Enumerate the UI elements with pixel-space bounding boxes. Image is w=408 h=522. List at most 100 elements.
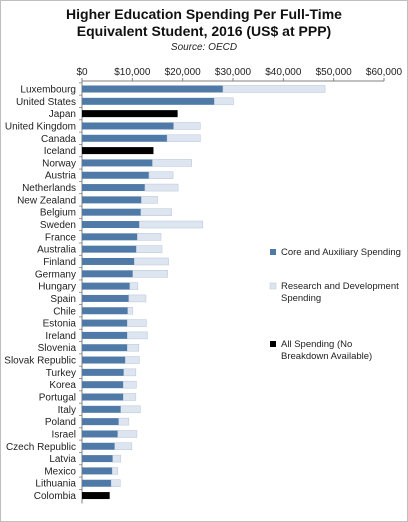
legend-swatch (269, 282, 277, 290)
category-label: Estonia (43, 319, 77, 330)
bar-segment (82, 257, 135, 265)
bar-segment (82, 331, 128, 339)
bar-segment (82, 184, 145, 192)
bar-segment (123, 368, 137, 377)
category-label: Spain (50, 294, 76, 305)
bar-segment (120, 405, 141, 414)
x-tick-label: $40,000 (265, 67, 302, 78)
bar-segment (82, 381, 124, 389)
bar-segment (82, 171, 149, 179)
category-label: Canada (41, 134, 76, 145)
bar-segment (128, 294, 147, 303)
chart-subtitle: Source: OECD (170, 42, 238, 53)
category-label: France (45, 232, 77, 243)
bar-segment (82, 393, 124, 401)
category-label: New Zealand (17, 195, 76, 206)
bar-segment (112, 454, 122, 463)
bar-segment (82, 319, 128, 327)
category-label: Norway (42, 158, 76, 169)
bar-segment (141, 196, 158, 204)
bar-segment (82, 405, 121, 413)
bar-segment (118, 417, 130, 426)
bar-segment (123, 380, 137, 389)
bar-segment (134, 257, 169, 266)
bar-segment (82, 159, 153, 167)
bar-segment (82, 97, 215, 105)
category-label: Finland (43, 257, 76, 268)
category-label: Ireland (45, 331, 76, 342)
category-label: United States (16, 97, 76, 108)
legend-label: Core and Auxiliary Spending (281, 247, 401, 258)
bar-segment (82, 233, 138, 241)
bar-segment (82, 479, 112, 487)
x-tick-label: $50,000 (316, 67, 353, 78)
category-label: Sweden (40, 220, 76, 231)
category-label: Slovenia (38, 343, 77, 354)
bar-segment (127, 343, 140, 352)
bar-segment (82, 270, 133, 278)
category-label: Luxembourg (20, 85, 76, 96)
category-label: Lithuania (35, 479, 76, 490)
x-tick-label: $10,000 (114, 67, 151, 78)
bar-segment (82, 368, 124, 376)
bar-segment (82, 208, 141, 216)
bar-segment (144, 183, 179, 192)
category-label: Slovak Republic (4, 356, 76, 367)
bar-segment (132, 270, 168, 278)
bar-segment (125, 356, 140, 364)
category-label: Belgium (40, 208, 76, 219)
legend-label: Research and Development Spending (281, 281, 399, 304)
bar-segment (111, 467, 118, 475)
bar-segment (82, 430, 118, 438)
category-label: Turkey (46, 368, 76, 379)
bar-segment (82, 282, 130, 290)
category-label: Colombia (34, 491, 77, 502)
bar-segment (140, 208, 172, 216)
category-label: Chile (53, 306, 76, 317)
bars-layer (82, 85, 326, 500)
legend-label: All Spending (No Breakdown Available) (281, 339, 372, 362)
category-label: Australia (37, 245, 76, 256)
x-tick-label: $20,000 (165, 67, 202, 78)
bar-segment (82, 344, 128, 352)
bar-segment (127, 307, 134, 315)
bar-segment (114, 442, 133, 451)
bar-segment (82, 294, 129, 302)
category-label: Mexico (44, 466, 76, 477)
chart-title-line-2: Equivalent Student, 2016 (US$ at PPP) (76, 23, 332, 39)
bar-segment (82, 245, 137, 253)
x-tick-label: $30,000 (215, 67, 252, 78)
category-label: Latvia (49, 454, 76, 465)
bar-segment (82, 85, 223, 93)
bar-segment (123, 393, 137, 401)
bar-segment (166, 134, 201, 143)
x-tick-label: $0 (76, 67, 88, 78)
legend-swatch (270, 341, 276, 347)
bar-segment (173, 122, 201, 130)
category-label: Israel (52, 429, 76, 440)
bar-segment (148, 171, 174, 179)
bar-segment (136, 245, 163, 253)
chart-title-line-1: Higher Education Spending Per Full-Time (66, 6, 342, 22)
bar-segment (82, 221, 140, 229)
bar-segment (82, 442, 115, 450)
bar-segment (129, 282, 139, 290)
bar-segment (110, 479, 121, 487)
bar-segment (139, 220, 204, 229)
category-label: Japan (49, 109, 76, 120)
labels-layer: $0 $10,000 $20,000 $30,000 $40,000 $50,000 $60… (4, 67, 402, 502)
bar-segment (82, 110, 178, 118)
bar-segment (82, 492, 110, 500)
bar-segment (222, 85, 326, 93)
bar-segment (214, 97, 234, 106)
category-label: Czech Republic (6, 442, 76, 453)
bar-segment (82, 455, 113, 463)
legend-swatch (270, 249, 276, 255)
bar-segment (127, 331, 148, 340)
bar-segment (82, 467, 113, 475)
category-label: Netherlands (22, 183, 76, 194)
bar-segment (137, 233, 162, 241)
category-label: Iceland (44, 146, 76, 157)
category-label: Austria (45, 171, 77, 182)
